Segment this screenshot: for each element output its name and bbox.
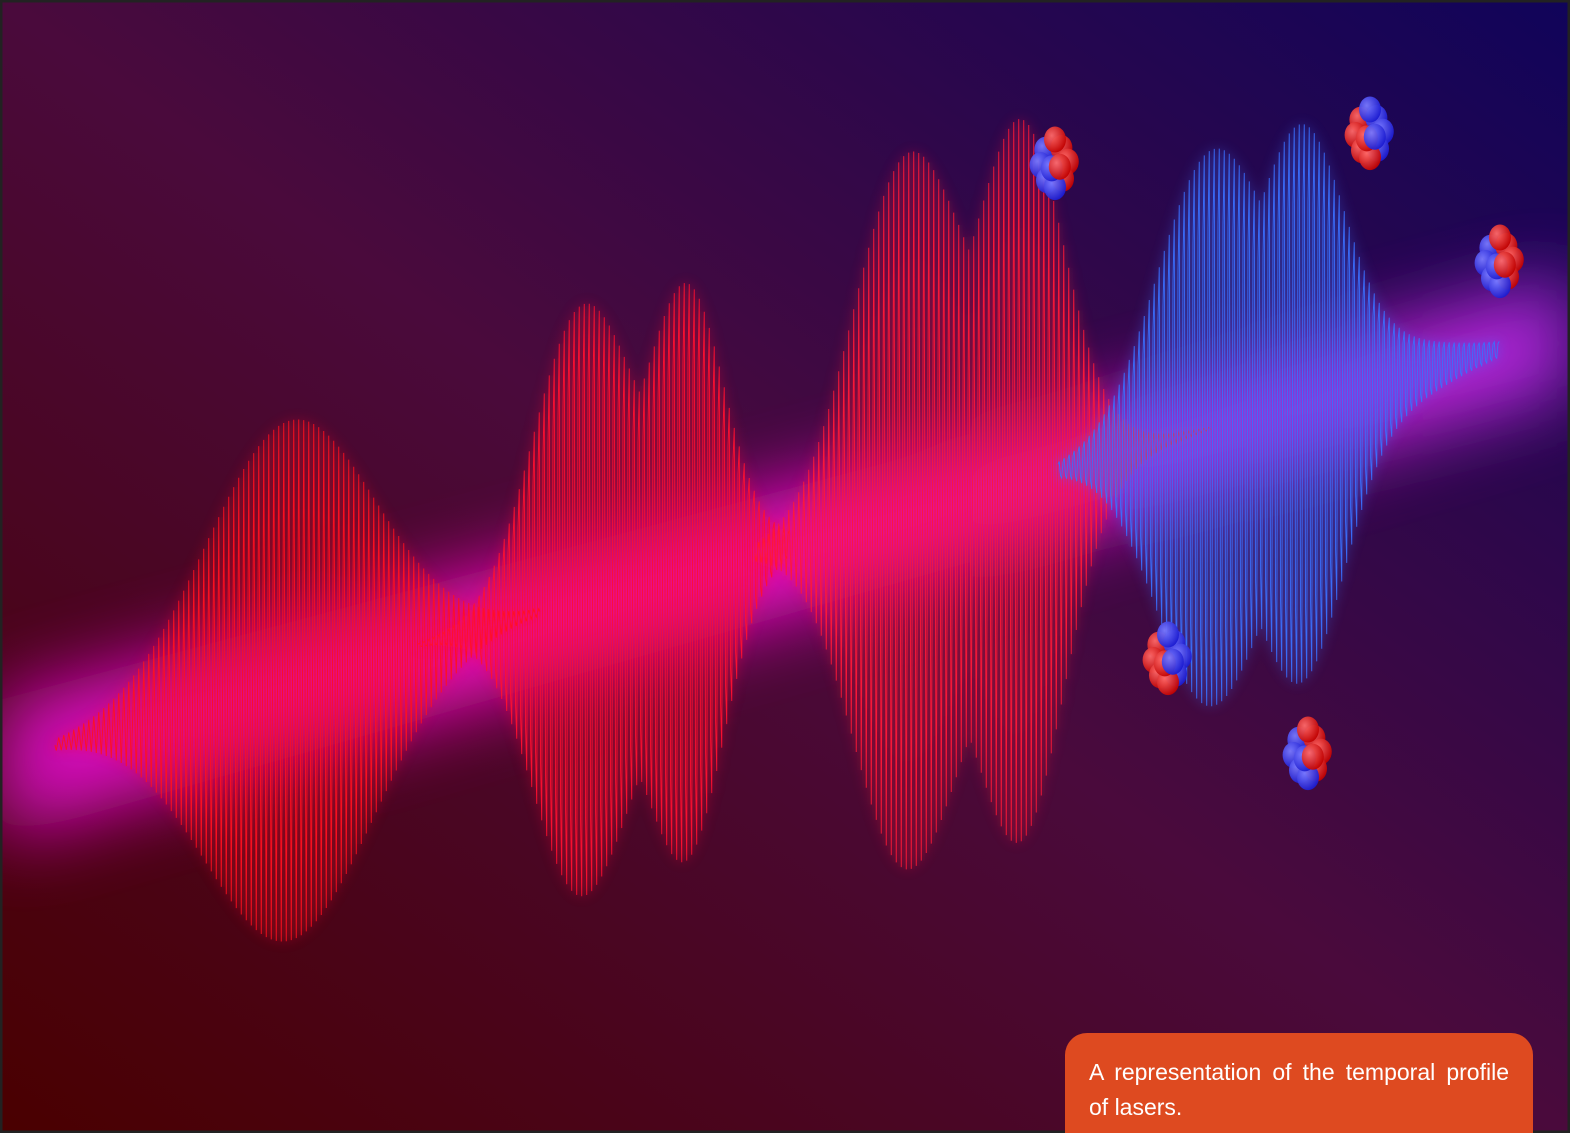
wave-packets <box>53 119 1501 942</box>
nucleon <box>1048 153 1071 180</box>
nucleon <box>1363 123 1386 150</box>
nucleon <box>1157 621 1179 648</box>
nucleon <box>1301 743 1324 770</box>
wave-packet <box>1057 124 1500 707</box>
nucleon <box>1489 224 1511 251</box>
nucleon <box>1161 648 1184 675</box>
nucleon <box>1493 251 1516 278</box>
atom <box>1142 621 1192 696</box>
atom <box>1344 96 1394 171</box>
atom <box>1474 224 1524 299</box>
caption: A representation of the temporal profile… <box>1065 1033 1533 1133</box>
atoms <box>1029 96 1524 791</box>
atom <box>1029 126 1079 201</box>
wave-packet <box>417 283 790 897</box>
nucleon <box>1359 96 1381 123</box>
nucleon <box>1297 716 1319 743</box>
nucleon <box>1044 126 1066 153</box>
wave-packet <box>54 419 541 942</box>
atom <box>1282 716 1332 791</box>
